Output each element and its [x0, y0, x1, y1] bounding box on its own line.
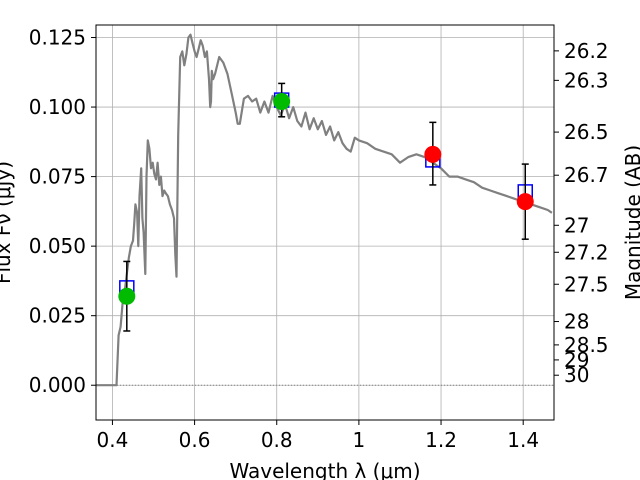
- y-tick-label-3: 0.075: [29, 165, 86, 189]
- x-tick-label-4: 1.2: [425, 428, 457, 452]
- y-tick-label-0: 0.000: [29, 373, 86, 397]
- x-tick-label-0: 0.4: [97, 428, 129, 452]
- x-axis-label: Wavelength λ (μm): [229, 459, 420, 480]
- x-tick-label-1: 0.6: [179, 428, 211, 452]
- flux-point-1: [273, 92, 291, 110]
- x-tick-label-5: 1.4: [507, 428, 539, 452]
- right-tick-label-10: 30: [564, 363, 589, 387]
- sed-model-line: [96, 33, 553, 387]
- right-tick-label-1: 26.3: [564, 68, 609, 92]
- right-tick-label-0: 26.2: [564, 39, 609, 63]
- right-tick-label-8: 28.5: [564, 333, 609, 357]
- y-tick-label-5: 0.125: [29, 26, 86, 50]
- flux-point-2: [424, 145, 442, 163]
- y-axis-ticks: 0.000 0.025 0.050 0.075 0.100 0.125: [29, 26, 96, 397]
- flux-point-0: [118, 287, 136, 305]
- photometry-markers: [118, 82, 534, 332]
- plot-frame: [95, 24, 555, 421]
- right-tick-label-7: 28: [564, 310, 589, 334]
- right-tick-label-3: 26.7: [564, 163, 609, 187]
- y-tick-label-4: 0.100: [29, 95, 86, 119]
- right-tick-label-4: 27: [564, 213, 589, 237]
- right-tick-label-5: 27.2: [564, 240, 609, 264]
- right-axis-label: Magnitude (AB): [621, 145, 640, 300]
- y-tick-label-1: 0.025: [29, 304, 86, 328]
- right-tick-label-9: 29: [564, 348, 589, 372]
- x-tick-label-3: 1: [353, 428, 366, 452]
- y-axis-label: Flux Fν (μJy): [0, 161, 15, 284]
- x-tick-label-2: 0.8: [261, 428, 293, 452]
- flux-point-3: [516, 193, 534, 211]
- grid: [96, 25, 554, 420]
- y-tick-label-2: 0.050: [29, 234, 86, 258]
- right-tick-label-6: 27.5: [564, 272, 609, 296]
- x-axis-ticks: 0.4 0.6 0.8 1 1.2 1.4: [97, 420, 539, 452]
- right-tick-label-2: 26.5: [564, 120, 609, 144]
